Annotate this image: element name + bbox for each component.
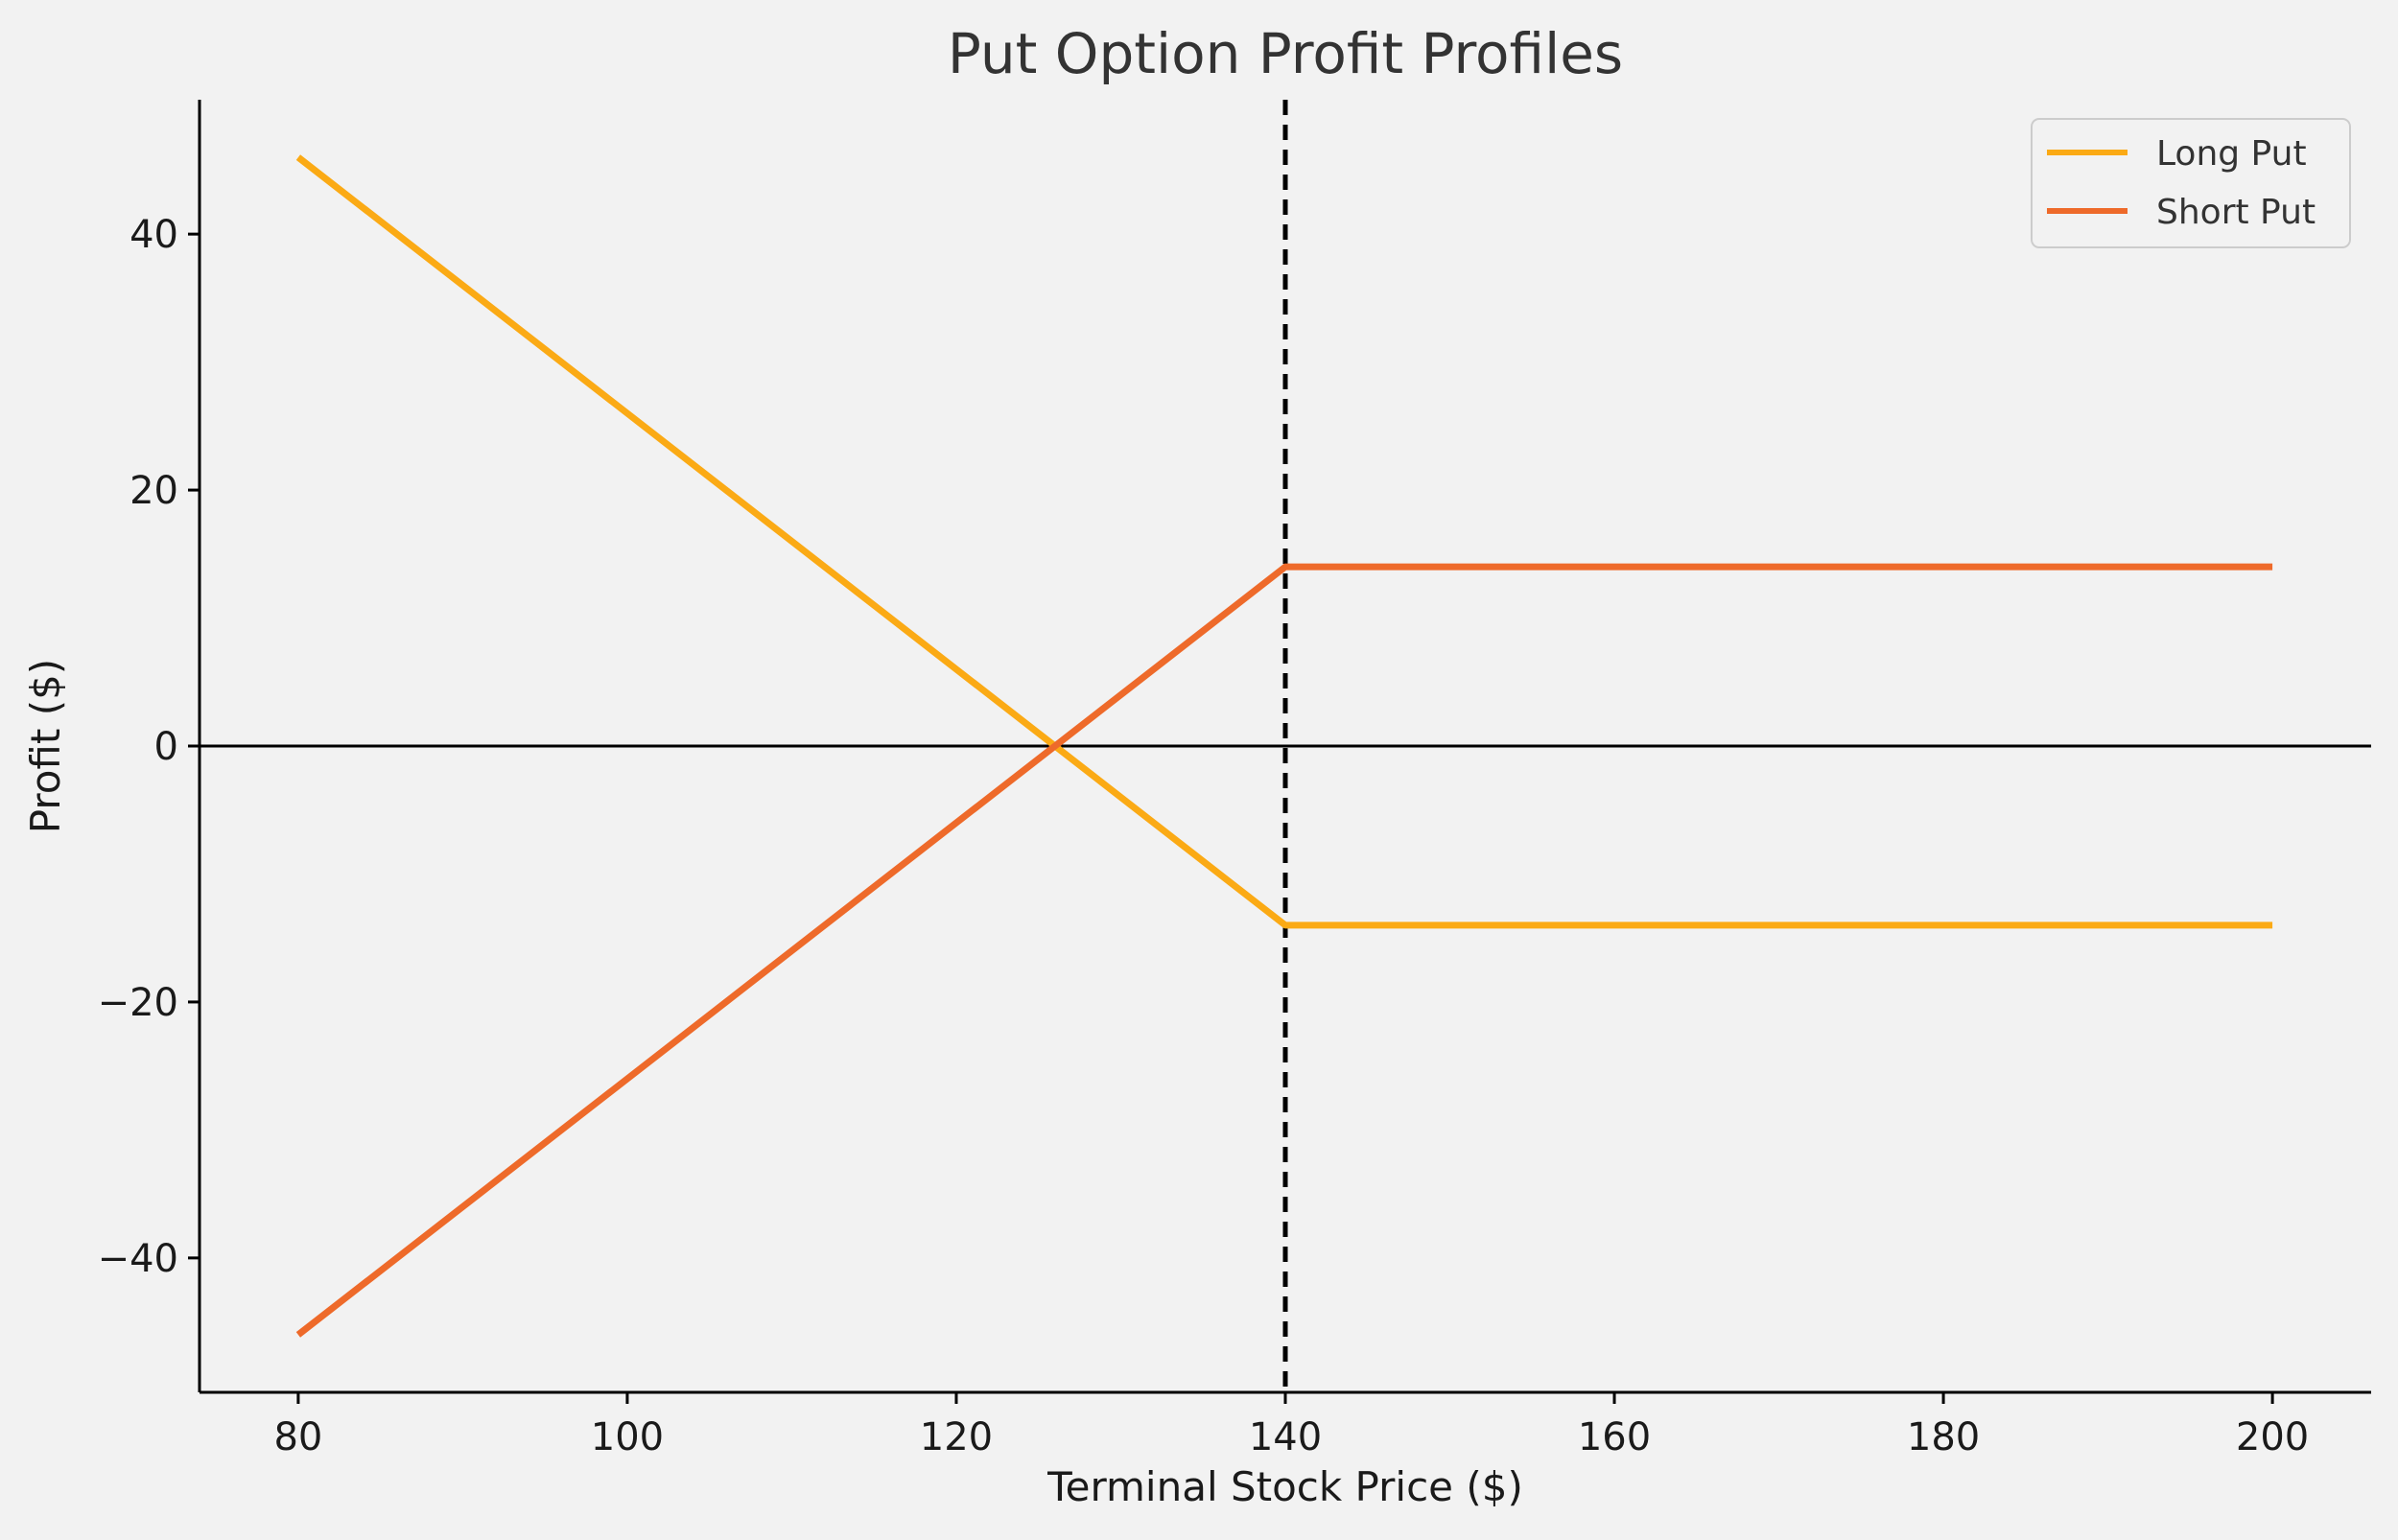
- y-tick-label: −20: [98, 981, 178, 1025]
- series-line-short-put: [295, 563, 2273, 1338]
- x-tick-label: 140: [1249, 1415, 1322, 1459]
- y-axis-label: Profit ($): [22, 659, 69, 833]
- x-tick-label: 120: [920, 1415, 993, 1459]
- y-tick-label: 40: [129, 213, 178, 257]
- x-tick-label: 80: [273, 1415, 322, 1459]
- x-tick-label: 200: [2236, 1415, 2309, 1459]
- x-tick-label: 180: [1907, 1415, 1980, 1459]
- series-line-long-put: [295, 154, 2273, 929]
- y-tick-label: 0: [154, 725, 178, 769]
- plot-area: [200, 100, 2371, 1392]
- legend-label-long-put: Long Put: [2156, 134, 2307, 174]
- legend: Long Put Short Put: [2031, 118, 2351, 248]
- chart-title: Put Option Profit Profiles: [948, 21, 1623, 86]
- x-axis-label: Terminal Stock Price ($): [1046, 1463, 1523, 1510]
- y-tick-label: 20: [129, 469, 178, 513]
- y-tick-label: −40: [98, 1237, 178, 1281]
- axis-ticks: 80 100 120 140 160 180 200 −40 −20 0 20 40: [98, 213, 2310, 1459]
- x-tick-label: 100: [591, 1415, 664, 1459]
- x-tick-label: 160: [1578, 1415, 1651, 1459]
- legend-label-short-put: Short Put: [2156, 193, 2316, 232]
